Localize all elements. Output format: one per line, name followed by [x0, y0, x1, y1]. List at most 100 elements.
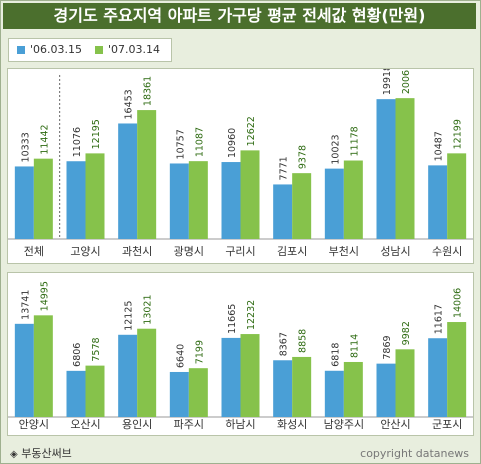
bar — [118, 334, 138, 417]
bar — [240, 150, 260, 239]
bar — [428, 338, 448, 417]
data-label: 7578 — [91, 337, 102, 361]
bar — [343, 361, 363, 417]
x-tick-label: 고양시 — [70, 245, 100, 258]
x-tick-label: 구리시 — [225, 245, 255, 258]
legend-label-2006: '06.03.15 — [30, 43, 83, 56]
data-label: 7199 — [194, 340, 205, 364]
x-tick-label: 안양시 — [19, 418, 49, 431]
x-tick-label: 화성시 — [277, 418, 307, 431]
data-label: 13741 — [20, 290, 31, 320]
x-tick-label: 오산시 — [70, 418, 100, 431]
x-tick-label: 과천시 — [122, 244, 152, 258]
data-label: 12199 — [453, 119, 464, 149]
data-label: 11076 — [72, 127, 83, 157]
data-label: 14995 — [39, 281, 50, 311]
bar — [33, 315, 53, 417]
data-label: 12125 — [124, 301, 135, 331]
data-label: 10023 — [330, 134, 341, 164]
bar — [66, 161, 86, 239]
footer-source: ◈ 부동산써브 — [10, 445, 72, 461]
data-label: 14006 — [453, 288, 464, 318]
data-label: 9378 — [298, 145, 309, 169]
legend-swatch-2007 — [95, 46, 103, 54]
bar — [14, 323, 34, 417]
data-label: 19918 — [382, 69, 393, 95]
x-tick-label: 광명시 — [174, 245, 204, 258]
chart-title: 경기도 주요지역 아파트 가구당 평균 전세값 현황(만원) — [3, 3, 476, 29]
data-label: 6818 — [330, 343, 341, 367]
bar — [85, 153, 105, 239]
data-label: 18361 — [143, 76, 154, 106]
bar — [292, 356, 312, 417]
bar — [188, 161, 208, 239]
x-tick-label: 수원시 — [432, 245, 462, 258]
bar — [343, 160, 363, 239]
bar — [169, 371, 189, 417]
bar-chart-top: 10333 11442 전체 11076 12195 고양시 16453 18361 과천시 10… — [8, 64, 473, 258]
bar — [324, 168, 344, 239]
data-label: 10757 — [175, 129, 186, 159]
bar — [447, 322, 467, 417]
data-label: 20061 — [401, 69, 412, 94]
x-tick-label: 안산시 — [380, 418, 410, 431]
legend-item-2007: '07.03.14 — [95, 44, 160, 56]
legend-label-2007: '07.03.14 — [108, 43, 161, 56]
bar — [292, 173, 312, 239]
bar — [221, 162, 241, 239]
bar — [85, 365, 105, 417]
data-label: 11665 — [227, 304, 238, 334]
legend: '06.03.15 '07.03.14 — [8, 38, 172, 62]
bar — [137, 110, 157, 239]
data-label: 10333 — [20, 132, 31, 162]
diamond-icon: ◈ — [10, 449, 18, 460]
x-tick-label: 전체 — [24, 245, 44, 258]
bar — [33, 158, 53, 239]
footer-copyright: copyright datanews — [360, 447, 469, 460]
x-tick-label: 남양주시 — [324, 418, 364, 431]
bar — [66, 370, 86, 417]
x-tick-label: 성남시 — [380, 245, 410, 258]
bar — [118, 123, 138, 239]
data-label: 8367 — [279, 332, 290, 356]
bar — [447, 153, 467, 239]
data-label: 11087 — [194, 127, 205, 157]
data-label: 16453 — [124, 89, 135, 119]
bar — [273, 184, 293, 239]
bar — [395, 349, 415, 417]
bar — [169, 163, 189, 239]
data-label: 10960 — [227, 128, 238, 158]
bar — [376, 99, 396, 240]
data-label: 10487 — [434, 131, 445, 161]
legend-swatch-2006 — [17, 46, 25, 54]
x-tick-label: 하남시 — [225, 417, 255, 431]
footer-source-label: 부동산써브 — [21, 447, 72, 460]
bar — [273, 360, 293, 417]
chart-panel-top: 10333 11442 전체 11076 12195 고양시 16453 18361 과천시 10… — [7, 64, 474, 264]
legend-item-2006: '06.03.15 — [17, 44, 82, 56]
bar — [240, 334, 260, 417]
bar — [376, 363, 396, 417]
data-label: 12622 — [246, 116, 257, 146]
bar — [428, 165, 448, 239]
x-tick-label: 군포시 — [432, 418, 462, 431]
data-label: 13021 — [143, 294, 154, 324]
data-label: 11178 — [349, 126, 360, 156]
bar — [324, 370, 344, 417]
data-label: 7771 — [279, 156, 290, 180]
data-label: 11442 — [39, 124, 50, 154]
bar — [221, 337, 241, 417]
data-label: 8858 — [298, 329, 309, 353]
data-label: 12195 — [91, 119, 102, 149]
x-tick-label: 김포시 — [277, 245, 307, 258]
data-label: 7869 — [382, 335, 393, 359]
data-label: 11617 — [434, 304, 445, 334]
chart-panel-bottom: 13741 14995 안양시 6806 7578 오산시 12125 13021 용인시 664… — [7, 272, 474, 436]
x-tick-label: 용인시 — [122, 418, 152, 431]
bar — [395, 98, 415, 239]
data-label: 9982 — [401, 321, 412, 345]
data-label: 6640 — [175, 344, 186, 368]
data-label: 6806 — [72, 343, 83, 367]
bar — [137, 328, 157, 417]
x-tick-label: 부천시 — [329, 244, 359, 258]
